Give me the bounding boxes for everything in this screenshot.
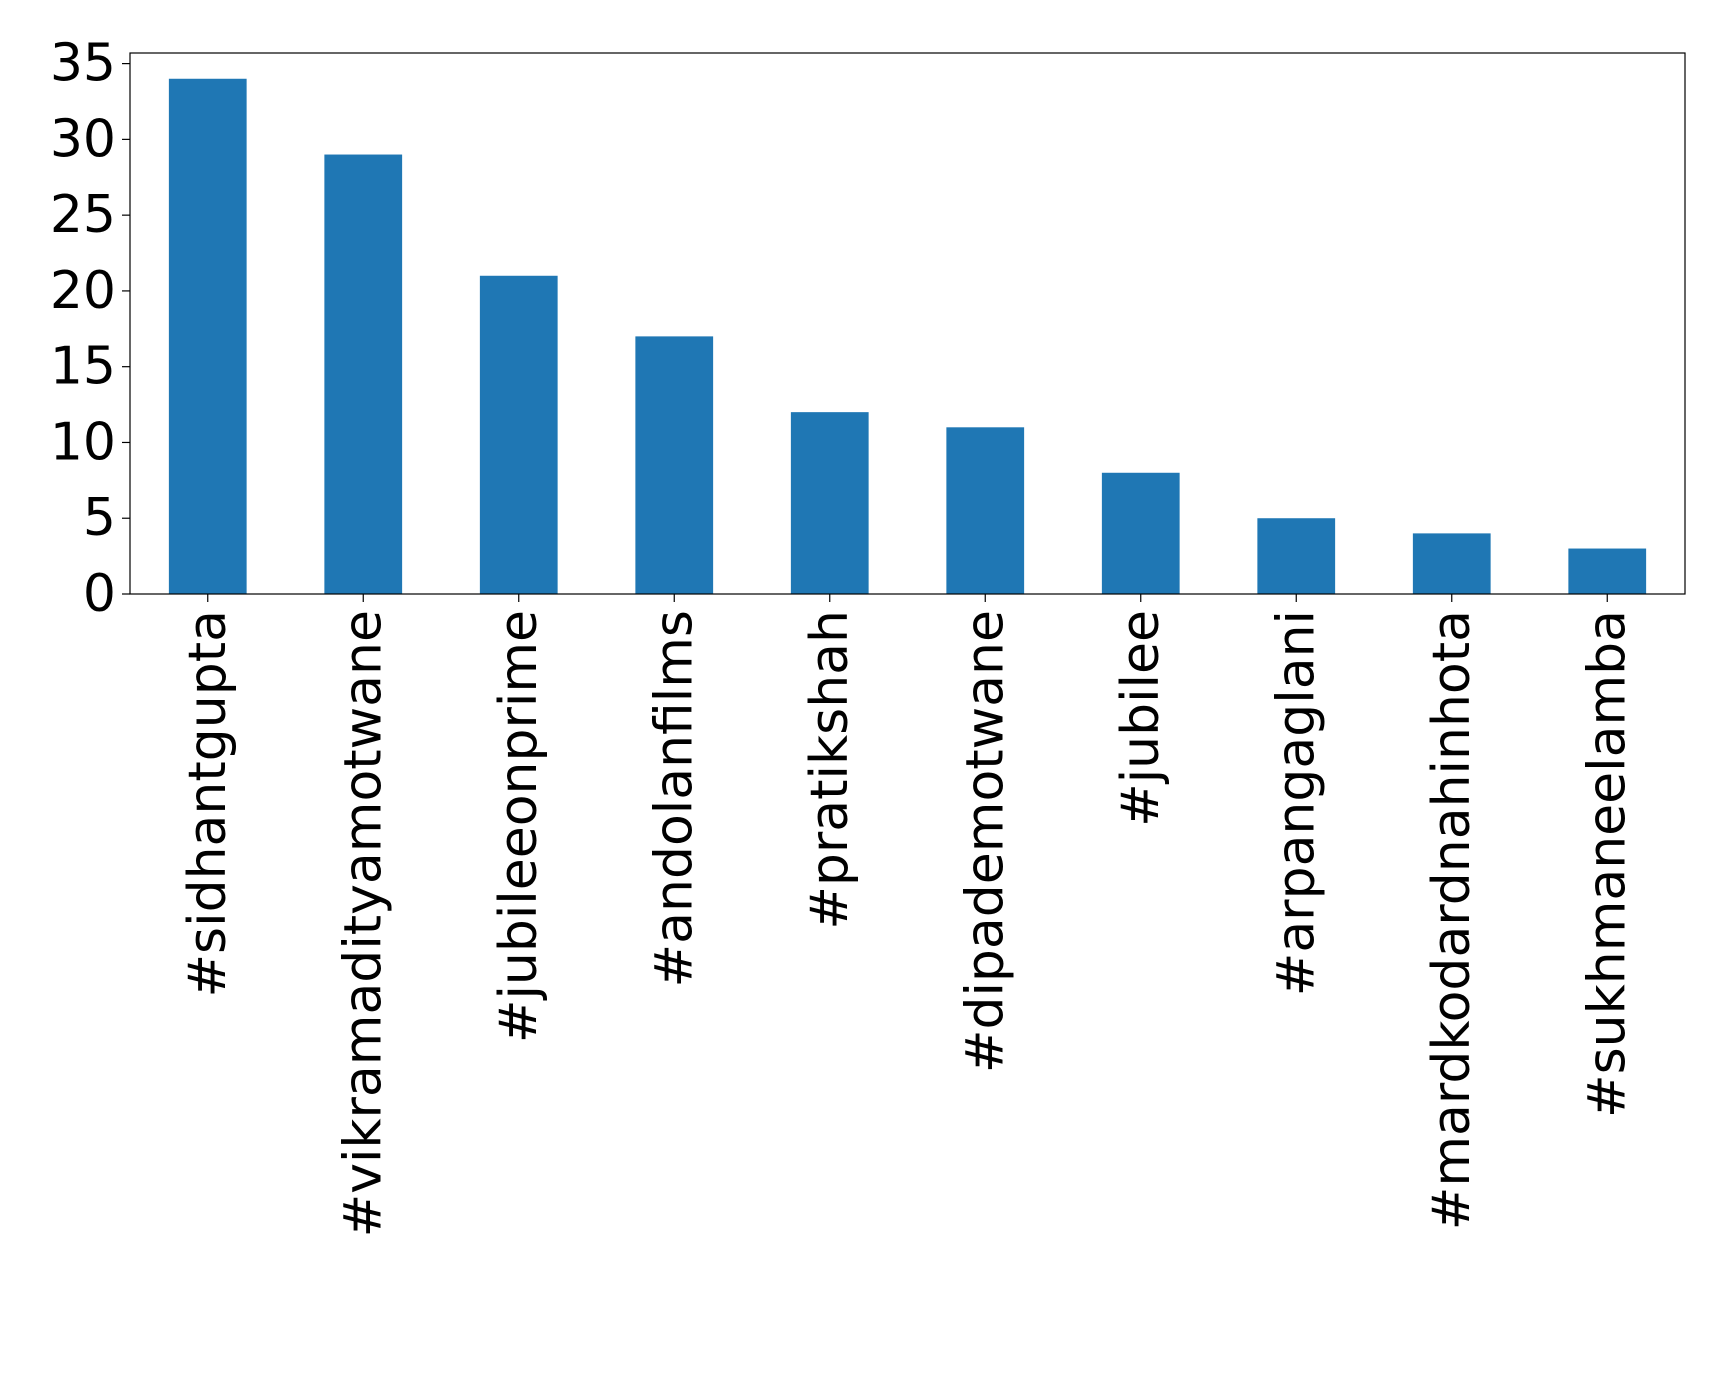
x-tick-label: #vikramadityamotwane	[333, 610, 393, 1237]
bar-jubileeonprime	[479, 275, 558, 594]
y-tick-label: 25	[50, 185, 116, 245]
x-tick-label: #sidhantgupta	[178, 610, 238, 998]
bar-mardkodardnahinhota	[1412, 533, 1491, 594]
x-tick-label: #jubilee	[1111, 610, 1171, 827]
y-tick-label: 35	[50, 34, 116, 94]
bar-pratikshah	[790, 412, 869, 594]
y-axis: 0 5 10 15 20 25 30 35	[50, 34, 130, 624]
x-axis: #sidhantgupta #vikramadityamotwane #jubile…	[178, 594, 1637, 1237]
plot-frame	[129, 52, 1686, 595]
x-tick-label: #dipademotwane	[955, 610, 1015, 1073]
x-tick-label: #jubileeonprime	[489, 610, 549, 1043]
bar-andolanfilms	[635, 336, 714, 594]
bar-jubilee	[1101, 472, 1180, 594]
bar-sidhantgupta	[168, 78, 247, 594]
bar-dipademotwane	[946, 427, 1025, 594]
x-tick-label: #arpangaglani	[1266, 610, 1326, 996]
bar-arpangaglani	[1257, 518, 1336, 594]
y-tick-label: 20	[50, 261, 116, 321]
x-tick-label: #pratikshah	[800, 610, 860, 930]
y-tick-label: 30	[50, 109, 116, 169]
bar-vikramadityamotwane	[324, 154, 403, 594]
y-tick-label: 15	[50, 337, 116, 397]
bar-sukhmaneelamba	[1568, 548, 1647, 594]
x-tick-label: #sukhmaneelamba	[1577, 610, 1637, 1118]
y-tick-label: 5	[83, 488, 116, 548]
bars-group	[168, 78, 1647, 594]
x-tick-label: #mardkodardnahinhota	[1422, 610, 1482, 1230]
y-tick-label: 10	[50, 412, 116, 472]
x-tick-label: #andolanfilms	[644, 610, 704, 987]
y-tick-label: 0	[83, 564, 116, 624]
